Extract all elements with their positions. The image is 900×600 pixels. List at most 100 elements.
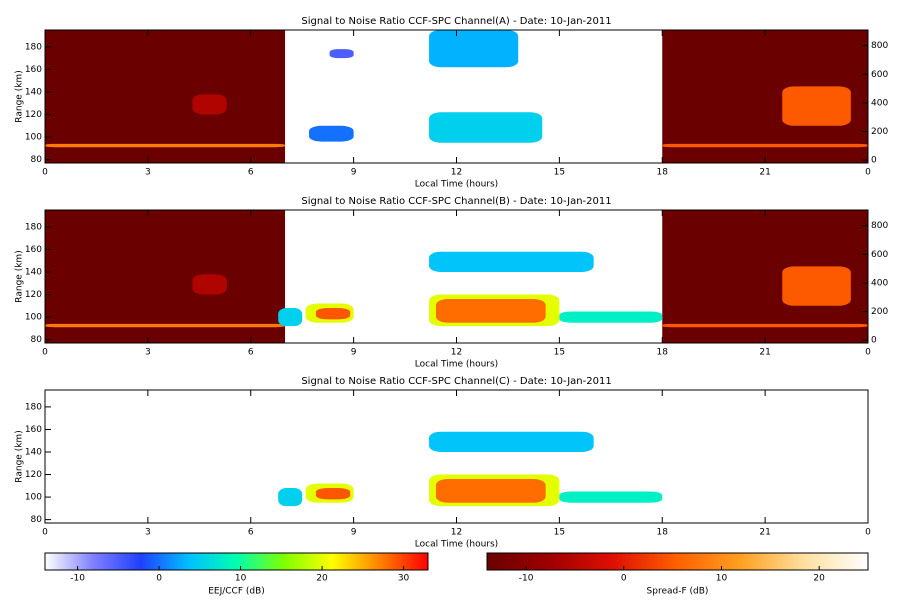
heat-region	[429, 30, 519, 68]
panel: Signal to Noise Ratio CCF-SPC Channel(B)…	[15, 196, 889, 370]
x-tick-label: 6	[248, 168, 254, 178]
y2-tick-label: 400	[871, 98, 888, 108]
heat-region	[278, 308, 303, 327]
heat-region	[309, 125, 354, 142]
y-tick-label: 100	[25, 313, 42, 323]
y-tick-label: 140	[25, 447, 42, 457]
colorbar-tick-label: 0	[156, 574, 162, 584]
heat-region	[45, 210, 286, 343]
y-tick-label: 180	[25, 42, 42, 52]
y-tick-label: 80	[31, 515, 43, 525]
y-axis-label: Range (km)	[15, 250, 25, 302]
colorbar-tick-label: 20	[813, 574, 825, 584]
heat-region	[559, 491, 663, 503]
y-tick-label: 120	[25, 470, 42, 480]
x-tick-label: 6	[248, 348, 254, 358]
panel-title: Signal to Noise Ratio CCF-SPC Channel(A)…	[301, 16, 611, 27]
x-tick-label: 18	[657, 168, 669, 178]
y2-tick-label: 600	[871, 70, 888, 80]
x-tick-label: 0	[42, 528, 48, 538]
y-tick-label: 80	[31, 335, 43, 345]
colorbar-tick-label: -10	[519, 574, 534, 584]
x-tick-label: 3	[145, 168, 151, 178]
y-tick-label: 180	[25, 222, 42, 232]
x-tick-label: 9	[351, 348, 357, 358]
x-tick-label: 12	[451, 168, 462, 178]
y-tick-label: 140	[25, 87, 42, 97]
x-tick-label: 6	[248, 528, 254, 538]
y2-tick-label: 400	[871, 278, 888, 288]
heat-region	[782, 86, 851, 126]
x-tick-label: 15	[554, 528, 565, 538]
heat-region	[429, 431, 594, 452]
x-tick-label: 21	[759, 348, 770, 358]
x-tick-label: 0	[865, 168, 871, 178]
x-tick-label: 21	[759, 528, 770, 538]
x-tick-label: 18	[657, 528, 669, 538]
heat-region	[45, 143, 286, 148]
colorbar-tick-label: 0	[621, 574, 627, 584]
panel-title: Signal to Noise Ratio CCF-SPC Channel(C)…	[301, 376, 611, 387]
y2-tick-label: 0	[871, 336, 877, 346]
heat-region	[559, 311, 663, 323]
x-tick-label: 12	[451, 528, 462, 538]
panel-title: Signal to Noise Ratio CCF-SPC Channel(B)…	[301, 196, 611, 207]
heat-region	[662, 143, 868, 148]
colorbar-label: Spread-F (dB)	[647, 587, 709, 597]
y-tick-label: 160	[25, 425, 42, 435]
y-tick-label: 160	[25, 245, 42, 255]
x-tick-label: 9	[351, 168, 357, 178]
x-tick-label: 12	[451, 348, 462, 358]
x-tick-label: 0	[865, 528, 871, 538]
heat-region	[329, 49, 354, 59]
y-tick-label: 80	[31, 155, 43, 165]
x-tick-label: 3	[145, 348, 151, 358]
colorbar-tick-label: 10	[716, 574, 728, 584]
x-tick-label: 15	[554, 348, 565, 358]
y2-tick-label: 600	[871, 250, 888, 260]
y-tick-label: 160	[25, 65, 42, 75]
x-tick-label: 15	[554, 168, 565, 178]
colorbar-tick-label: 10	[235, 574, 247, 584]
y2-tick-label: 800	[871, 41, 888, 51]
y2-tick-label: 200	[871, 307, 888, 317]
heat-region	[782, 266, 851, 306]
y2-tick-label: 0	[871, 156, 877, 166]
y-tick-label: 100	[25, 133, 42, 143]
x-tick-label: 0	[42, 168, 48, 178]
colorbar-tick-label: 20	[316, 574, 328, 584]
heat-region	[192, 94, 227, 115]
x-tick-label: 18	[657, 348, 669, 358]
heat-region	[278, 488, 303, 507]
y-tick-label: 120	[25, 110, 42, 120]
y2-tick-label: 200	[871, 127, 888, 137]
x-axis-label: Local Time (hours)	[415, 180, 498, 190]
x-axis-label: Local Time (hours)	[415, 540, 498, 550]
colorbar-label: EEJ/CCF (dB)	[208, 587, 265, 597]
x-axis-label: Local Time (hours)	[415, 360, 498, 370]
heat-region	[435, 479, 546, 503]
y-tick-label: 180	[25, 402, 42, 412]
colorbar	[44, 552, 429, 571]
y2-tick-label: 800	[871, 221, 888, 231]
x-tick-label: 0	[42, 348, 48, 358]
x-tick-label: 3	[145, 528, 151, 538]
y-axis-label: Range (km)	[15, 430, 25, 482]
heat-region	[45, 323, 286, 328]
heat-region	[662, 323, 868, 328]
heat-region	[429, 251, 594, 272]
colorbar-tick-label: -10	[70, 574, 85, 584]
y-tick-label: 120	[25, 290, 42, 300]
x-tick-label: 21	[759, 168, 770, 178]
heat-region	[45, 30, 286, 163]
heat-region	[429, 112, 543, 143]
colorbar-tick-label: 30	[398, 574, 410, 584]
x-tick-label: 0	[865, 348, 871, 358]
heat-region	[192, 274, 227, 295]
x-tick-label: 9	[351, 528, 357, 538]
heat-region	[435, 299, 546, 323]
y-tick-label: 100	[25, 493, 42, 503]
panel: Signal to Noise Ratio CCF-SPC Channel(A)…	[15, 16, 889, 190]
y-tick-label: 140	[25, 267, 42, 277]
